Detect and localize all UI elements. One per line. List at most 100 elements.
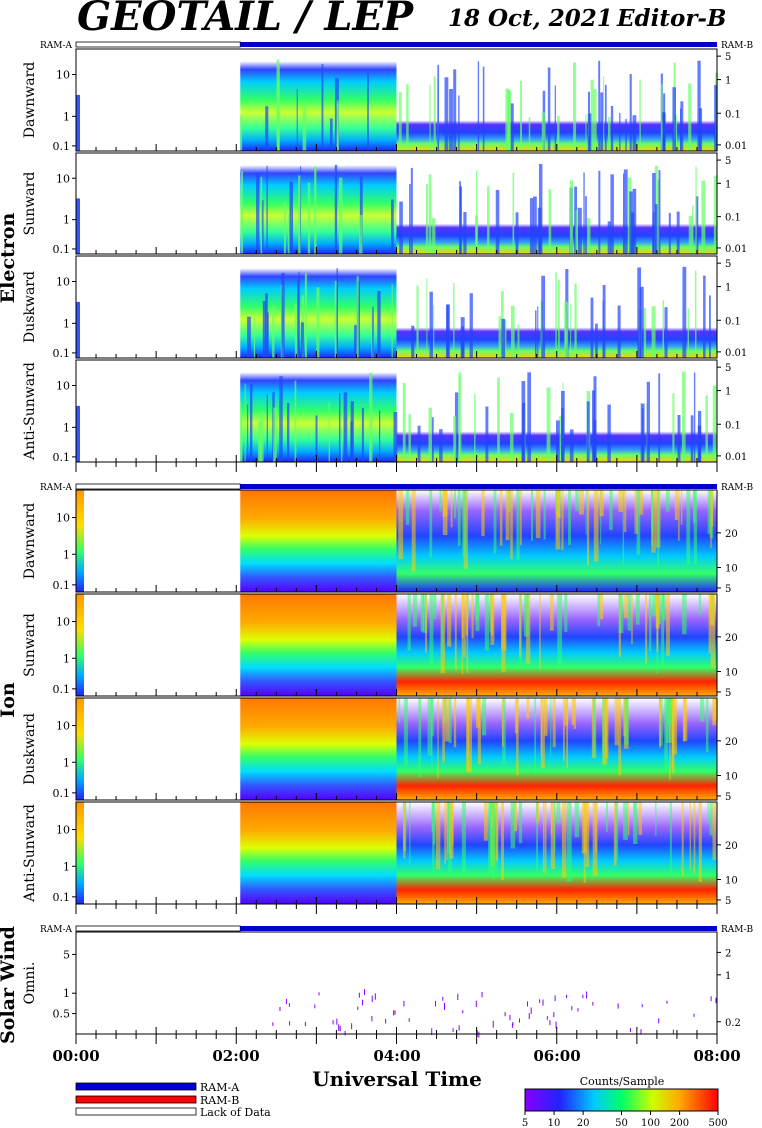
spectrum-stripe (638, 802, 643, 835)
y-tick-label: 10 (56, 720, 70, 733)
spectrum-stripe (257, 421, 262, 462)
spectrum-stripe (296, 89, 298, 151)
count-mark (279, 1007, 281, 1011)
count-mark (526, 1001, 528, 1007)
spectrum-stripe (541, 275, 546, 358)
x-tick-label: 04:00 (373, 1047, 420, 1065)
spectrum-stripe (510, 413, 514, 462)
spectrum-stripe (708, 594, 711, 654)
spectrum-stripe (420, 594, 425, 632)
spectrum-stripe (431, 417, 434, 462)
spectrum-stripe (602, 698, 608, 765)
spectrum-stripe (713, 175, 717, 254)
spectrum-stripe (461, 802, 466, 873)
spectrum-stripe (398, 91, 402, 151)
count-mark (338, 1024, 340, 1031)
mode-bar-right-label: RAM-B (721, 41, 754, 51)
y-tick-right-label: 1 (725, 387, 731, 398)
spectrum-stripe (369, 372, 373, 462)
count-mark (629, 1027, 631, 1033)
spectrum-stripe (475, 594, 480, 632)
spectrum-stripe (244, 383, 246, 462)
spectrum-stripe (378, 410, 381, 462)
spectrum-stripe (307, 182, 311, 254)
y-tick-right-label: 10 (725, 772, 738, 783)
spectrum-stripe (519, 490, 522, 546)
spectrum-stripe (606, 802, 608, 832)
electron-spectrum-late (396, 153, 717, 254)
count-mark (658, 1018, 660, 1024)
count-mark (363, 989, 365, 996)
spectrum-stripe (585, 114, 587, 151)
spectrum-stripe (428, 407, 433, 462)
y-tick-right-label: 5 (725, 363, 731, 374)
panel-label: Sunward (22, 172, 38, 236)
mode-bar-right-label: RAM-B (721, 925, 754, 935)
spectrum-stripe (240, 415, 243, 462)
panel-label: Dawnward (22, 62, 38, 139)
group-solar-wind: RAM-A RAM-B Solar Wind 0.5 1 5 0.2 1 2 Omni. (0, 925, 754, 1044)
spectrum-stripe (536, 802, 539, 870)
spectrogram-panel: 0.1 1 10 0.01 0.1 1 5 Anti-Sunward (22, 359, 747, 472)
spectrum-stripe (638, 490, 644, 515)
spectrum-stripe (569, 180, 573, 254)
spectrum-stripe (586, 401, 590, 462)
ion-spectrum-early (240, 594, 397, 696)
spectrum-stripe (695, 166, 697, 254)
spectrum-stripe (698, 594, 702, 615)
spectrum-stripe (289, 181, 294, 254)
spectrum-stripe (532, 196, 537, 254)
spectrum-stripe (551, 802, 553, 835)
mode-bar-ram-a (240, 926, 717, 931)
spectrum-stripe (618, 698, 622, 776)
spectrum-stripe (265, 106, 269, 151)
spectrum-stripe (260, 177, 263, 254)
spectrum-stripe (574, 802, 580, 838)
spectrum-stripe (422, 594, 427, 633)
plot-editor: Editor-B (616, 5, 726, 32)
spectrogram-panel: 0.5 1 5 0.2 1 2 Omni. (22, 931, 741, 1044)
spectrum-stripe (593, 376, 597, 462)
spectrum-stripe (300, 166, 302, 254)
spectrum-stripe (651, 594, 657, 617)
spectrum-stripe (590, 79, 594, 151)
count-mark (577, 1008, 579, 1012)
spectrum-stripe (550, 594, 554, 631)
spectrum-stripe (599, 490, 604, 517)
spectrum-stripe (590, 297, 594, 358)
spectrum-stripe (555, 272, 557, 358)
y-tick-label: 10 (56, 616, 70, 629)
spectrum-stripe (703, 275, 706, 358)
spectrum-stripe (705, 395, 708, 462)
spectrum-stripe (623, 802, 628, 840)
spectrum-stripe (265, 293, 268, 358)
spectrum-stripe (629, 74, 632, 151)
panel-label: Anti-Sunward (22, 804, 38, 903)
count-mark (518, 1018, 520, 1023)
colorbar-tick-label: 5 (522, 1118, 528, 1128)
spectrum-stripe (501, 318, 506, 358)
spectrum-stripe (449, 802, 454, 859)
spectrum-stripe (399, 201, 403, 254)
spectrum-stripe (651, 490, 656, 553)
spectrum-stripe (334, 164, 338, 254)
spectrum-stripe (377, 291, 381, 358)
spectrum-stripe (656, 594, 659, 652)
count-mark (304, 1021, 306, 1027)
spectrum-stripe (631, 594, 633, 644)
spectrum-stripe (505, 490, 510, 541)
spectrum-stripe (519, 594, 521, 658)
spectrum-stripe (622, 490, 625, 565)
spectrum-stripe (557, 115, 560, 151)
spectrum-stripe (550, 802, 556, 870)
spectrum-stripe (463, 212, 467, 254)
spectrum-stripe (643, 307, 647, 358)
spectrum-stripe (577, 207, 582, 254)
spectrum-stripe (453, 283, 455, 358)
group-label: Solar Wind (0, 926, 19, 1044)
spectrum-stripe (603, 76, 605, 151)
panel-label: Omni. (22, 962, 38, 1005)
y-tick-label: 1 (63, 110, 70, 123)
mode-bar-left-label: RAM-A (40, 483, 73, 493)
x-axis-label: Universal Time (312, 1067, 482, 1091)
